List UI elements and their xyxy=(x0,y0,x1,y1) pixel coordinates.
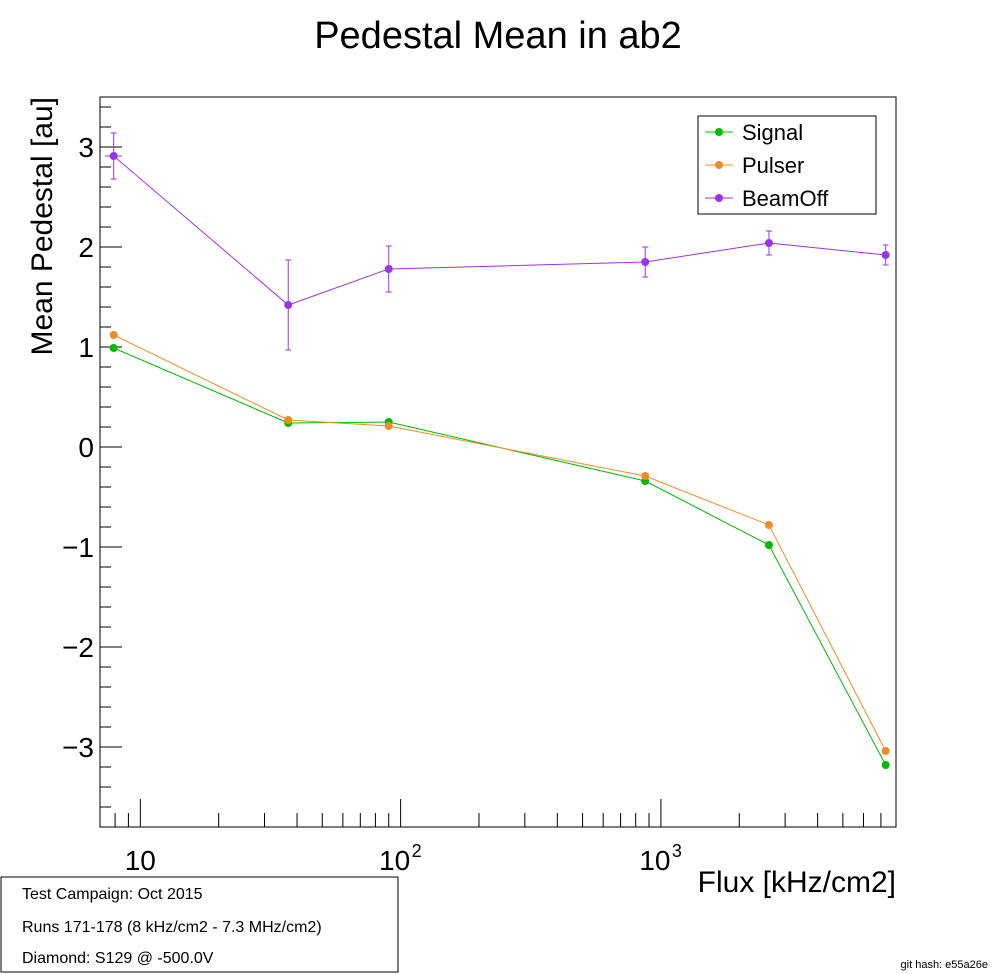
data-point-pulser xyxy=(284,416,293,424)
x-axis-label: Flux [kHz/cm2] xyxy=(698,866,896,899)
data-point-signal xyxy=(764,541,773,549)
chart-title: Pedestal Mean in ab2 xyxy=(314,15,682,57)
data-point-pulser xyxy=(641,472,650,480)
legend-marker-pulser xyxy=(715,161,723,169)
y-tick-label: −2 xyxy=(62,632,94,663)
series-line-pulser xyxy=(113,334,887,752)
y-tick-label: 2 xyxy=(78,232,94,263)
y-tick-label: 3 xyxy=(78,132,94,163)
y-tick-label: −1 xyxy=(62,532,94,563)
y-axis-label: Mean Pedestal [au] xyxy=(26,97,59,356)
legend: Signal Pulser BeamOff xyxy=(697,115,877,215)
info-line-diamond: Diamond: S129 @ -500.0V xyxy=(22,950,214,967)
legend-label-pulser: Pulser xyxy=(742,153,804,178)
x-tick-label-exponent: 3 xyxy=(672,841,682,861)
x-axis-ticks xyxy=(99,799,897,827)
data-point-beamoff xyxy=(641,258,650,266)
data-point-signal xyxy=(109,344,118,352)
x-tick-label: 10 xyxy=(379,845,410,876)
data-point-beamoff xyxy=(284,301,293,309)
info-box: Test Campaign: Oct 2015 Runs 171-178 (8 … xyxy=(0,876,399,973)
data-point-pulser xyxy=(764,521,773,529)
data-point-signal xyxy=(881,761,890,769)
git-hash: git hash: e55a26e xyxy=(901,959,988,971)
series-line-beamoff xyxy=(113,155,886,306)
info-line-runs: Runs 171-178 (8 kHz/cm2 - 7.3 MHz/cm2) xyxy=(22,919,322,936)
series-layer xyxy=(104,132,890,769)
data-point-beamoff xyxy=(881,251,890,259)
legend-marker-signal xyxy=(715,128,723,136)
data-point-pulser xyxy=(881,747,890,755)
plot-frame xyxy=(99,96,897,828)
data-point-beamoff xyxy=(109,152,118,160)
legend-items: Signal Pulser BeamOff xyxy=(705,120,829,211)
x-axis-tick-labels: 10 10 2 10 3 xyxy=(125,841,682,876)
legend-label-signal: Signal xyxy=(742,120,803,145)
info-line-campaign: Test Campaign: Oct 2015 xyxy=(22,886,203,903)
x-tick-label: 10 xyxy=(639,845,670,876)
y-axis-tick-labels: −3 −2 −1 0 1 2 3 xyxy=(62,132,94,763)
data-point-pulser xyxy=(384,422,393,430)
y-tick-label: 0 xyxy=(78,432,94,463)
x-tick-label: 10 xyxy=(125,845,156,876)
data-point-beamoff xyxy=(384,265,393,273)
legend-marker-beamoff xyxy=(715,194,723,202)
x-tick-label-exponent: 2 xyxy=(412,841,422,861)
data-point-beamoff xyxy=(764,239,773,247)
series-line-signal xyxy=(113,347,887,766)
legend-label-beamoff: BeamOff xyxy=(742,186,829,211)
data-point-pulser xyxy=(109,331,118,339)
y-tick-label: −3 xyxy=(62,732,94,763)
y-axis-ticks xyxy=(100,106,122,808)
y-tick-label: 1 xyxy=(78,332,94,363)
info-box-frame xyxy=(0,876,399,973)
